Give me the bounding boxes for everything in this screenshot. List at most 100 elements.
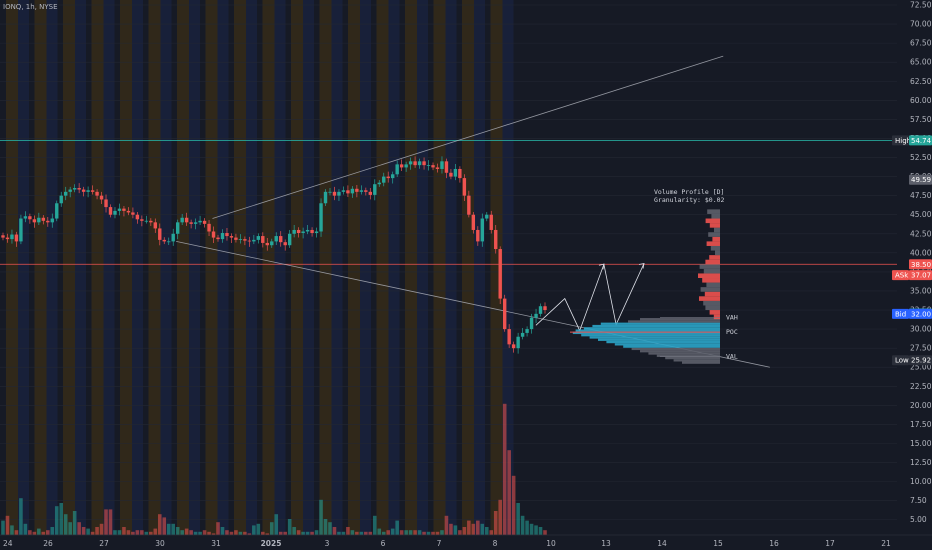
volume-bar [534,525,538,535]
volume-bar [283,531,287,535]
vp-bar [698,273,720,279]
volume-bar [14,530,19,535]
candle-body [59,195,63,204]
session-band [148,0,161,535]
candle-body [417,161,422,166]
volume-bar [108,509,113,535]
vp-bar [640,318,720,321]
volume-bar [502,403,507,535]
time-tick-label: 6 [381,539,386,548]
volume-bar [341,531,346,535]
candle-body [404,164,408,168]
candle-body [10,234,14,240]
candle-body [90,190,95,192]
price-tick-label: 12.50 [910,458,932,467]
vp-bar [592,324,720,328]
candle-body [395,164,399,175]
volume-bar [216,522,220,535]
time-tick-label: 14 [657,539,667,548]
projection-path[interactable] [535,262,645,332]
candle-body [279,236,283,243]
session-band [18,0,29,535]
candle-body [301,231,305,234]
volume-bar [175,527,180,535]
badge-value: 37.07 [911,272,931,280]
candle-body [543,306,547,311]
volume-bar [81,527,86,535]
volume-bar [399,530,404,535]
candle-body [86,190,90,192]
session-band [120,0,132,535]
volume-bar [207,531,211,535]
vp-bar [709,310,720,315]
candle-body [399,164,404,168]
volume-bar [19,498,23,535]
vp-bar [598,338,720,341]
session-band [6,0,18,535]
volume-bar [1,520,5,535]
price-tick-label: 30.00 [910,325,932,334]
symbol-label[interactable]: IONQ, 1h, NYSE [3,3,58,11]
volume-bar [10,525,14,535]
volume-bar [211,533,216,535]
horizontal-lines [0,140,897,265]
volume-bar [238,531,243,535]
projection-arrow [638,263,645,269]
candle-body [462,178,467,196]
session-band [474,0,485,535]
badge-value-bg [909,270,932,281]
volume-bar [314,530,319,535]
vp-bar [699,296,720,301]
vp-bar [700,287,720,292]
candle-body [144,220,149,222]
volume-bar [444,515,449,535]
candle-body [207,223,211,232]
volume-bar [225,530,229,535]
vp-bar [707,209,720,214]
vp-bar [702,278,720,283]
time-axis[interactable]: 24 26 27 30 31 2025 3 6 7 8 10 13 14 15 16 17 21 [0,534,932,550]
session-band [291,0,303,535]
volume-bar [359,531,364,535]
volume-bar [247,533,252,535]
price-tick-label: 22.50 [910,382,932,391]
badge-value: 38.50 [911,261,931,269]
candle-body [337,191,341,196]
candle-body [225,233,229,237]
time-tick-label: 24 [3,539,13,548]
volume-bar [296,530,301,535]
vp-bar [706,241,720,246]
price-badges: High54.7449.5938.50ASk37.0732.05Bid32.00… [892,135,932,366]
volume-bar [104,509,108,535]
session-band [205,0,218,535]
volume-bar [408,530,413,535]
price-tick-label: 57.50 [910,115,932,124]
volume-bar [95,527,99,535]
time-tick-label: 15 [713,539,723,548]
candle-body [507,329,511,345]
candle-body [28,216,32,220]
vp-bar [623,345,720,348]
badge-label-bg [892,135,909,146]
candle-body [167,241,171,243]
volume-bar [377,528,382,535]
candle-body [202,220,207,224]
candle-body [431,165,435,168]
badge-label-bg [892,308,909,319]
candle-body [440,161,444,169]
candle-body [68,189,72,192]
candle-body [341,190,346,192]
candle-body [193,222,198,224]
candle-body [64,191,68,196]
session-band [217,0,229,535]
volume-bar [328,522,332,535]
volume-bar [484,527,489,535]
volume-bar [135,530,140,535]
candle-body [117,208,122,211]
volume-bar [350,530,355,535]
candle-body [502,298,507,330]
candle-body [359,190,364,192]
volume-bar [117,530,122,535]
candle-body [529,317,534,330]
